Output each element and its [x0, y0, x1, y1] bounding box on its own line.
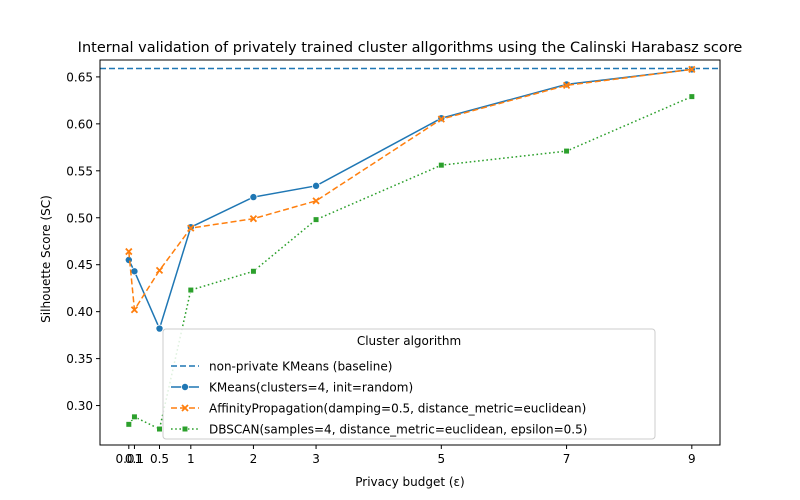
x-tick-label: 3 — [312, 452, 320, 466]
y-tick-label: 0.60 — [66, 117, 93, 131]
y-tick-label: 0.50 — [66, 211, 93, 225]
data-point-2-2 — [156, 425, 163, 433]
data-point-2-4 — [250, 268, 257, 275]
x-tick-label: 9 — [688, 452, 696, 466]
x-tick-label: 1 — [187, 452, 195, 466]
data-point-1-1 — [130, 306, 139, 314]
x-tick-label: 0.01 — [115, 452, 142, 466]
data-point-0-4 — [249, 193, 258, 202]
data-point-2-6 — [438, 162, 445, 169]
y-tick-label: 0.45 — [66, 258, 93, 272]
plot-frame — [99, 59, 721, 446]
series-line-1 — [128, 68, 692, 313]
legend-marker-2 — [181, 404, 189, 412]
y-tick-label: 0.30 — [66, 399, 93, 413]
data-point-1-2 — [155, 266, 164, 274]
data-point-1-4 — [249, 215, 258, 223]
x-tick-label: 2 — [250, 452, 258, 466]
y-tick-label: 0.55 — [66, 164, 93, 178]
legend-label-1: KMeans(clusters=4, init=random) — [209, 381, 413, 395]
x-tick-label: 7 — [563, 452, 571, 466]
data-point-2-0 — [125, 421, 132, 428]
legend: Cluster algorithm non-private KMeans (bas… — [162, 328, 656, 440]
data-point-2-5 — [312, 216, 320, 223]
data-point-0-2 — [155, 324, 164, 333]
x-axis-label: Privacy budget (ε) — [355, 475, 464, 489]
data-point-1-6 — [437, 115, 445, 123]
legend-box — [162, 328, 656, 440]
legend-marker-1 — [180, 382, 189, 391]
data-point-1-7 — [562, 81, 571, 89]
data-point-2-7 — [563, 147, 570, 155]
chart-title: Internal validation of privately trained… — [78, 40, 743, 56]
x-tick-label: 5 — [437, 452, 445, 466]
data-point-1-0 — [125, 247, 133, 256]
y-tick-label: 0.35 — [66, 352, 93, 366]
legend-label-3: DBSCAN(samples=4, distance_metric=euclid… — [209, 423, 587, 437]
legend-label-2: AffinityPropagation(damping=0.5, distanc… — [209, 402, 586, 416]
data-point-0-5 — [312, 181, 321, 190]
data-point-2-1 — [131, 413, 138, 420]
x-tick-label: 0.1 — [125, 452, 144, 466]
data-point-0-1 — [130, 267, 139, 276]
y-tick-label: 0.40 — [66, 305, 93, 319]
series-line-0 — [128, 68, 692, 331]
plot-area — [100, 65, 720, 433]
data-point-1-5 — [312, 197, 320, 205]
data-point-1-3 — [187, 224, 195, 232]
axes: 0.010.1 0.5 1 2 3 5 7 9 0.30 0.35 0.40 0.45 0.50 0.55… — [66, 70, 695, 466]
y-tick-label: 0.65 — [66, 70, 93, 84]
y-axis-label: Silhouette Score (SC) — [39, 195, 53, 323]
legend-marker-3 — [181, 425, 189, 433]
x-tick-label: 0.5 — [150, 452, 169, 466]
data-point-1-8 — [688, 65, 696, 74]
legend-title: Cluster algorithm — [357, 334, 461, 348]
data-point-2-8 — [688, 93, 695, 100]
legend-label-0: non-private KMeans (baseline) — [209, 360, 392, 374]
data-point-2-3 — [187, 286, 194, 294]
